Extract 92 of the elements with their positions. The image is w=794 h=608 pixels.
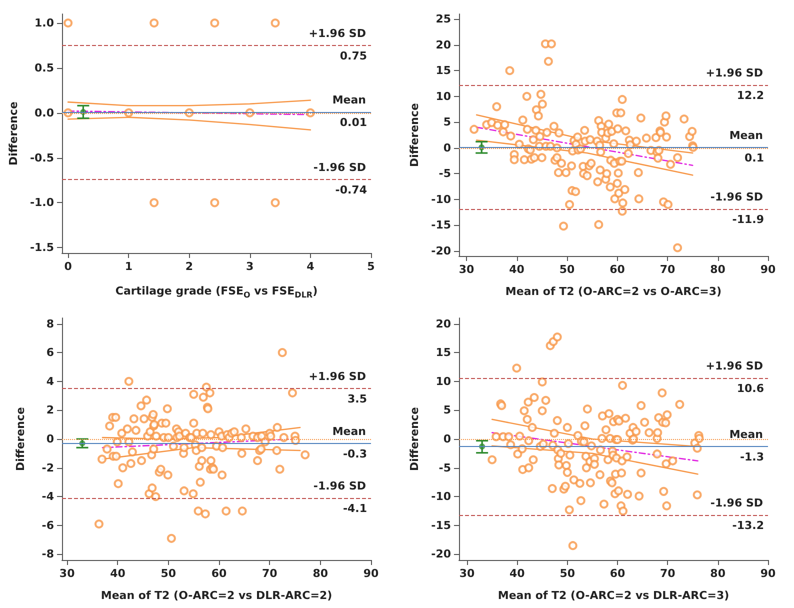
y-tick-label: -2 <box>42 461 54 474</box>
y-tick-label: 8 <box>46 317 54 330</box>
annotation: 3.5 <box>348 392 367 406</box>
ref-line-label: Mean <box>729 428 763 441</box>
x-axis-title: Mean of T2 (O-ARC=2 vs O-ARC=3) <box>505 285 722 298</box>
y-tick-label: 25 <box>436 12 451 26</box>
y-tick-label: 6 <box>46 346 54 360</box>
x-tick-label: 30 <box>458 263 475 276</box>
y-tick-label: -8 <box>42 548 54 561</box>
y-tick-label: -20 <box>431 548 452 561</box>
ref-line-label: Mean <box>729 128 763 142</box>
x-tick-label: 30 <box>459 567 476 580</box>
y-tick-label: 2 <box>46 404 54 417</box>
x-tick-label: 3 <box>246 260 254 273</box>
ref-line-label: -1.96 SD <box>313 480 366 493</box>
y-axis-title: Difference <box>408 103 422 167</box>
x-tick-label: 30 <box>59 567 76 580</box>
x-tick-label: 50 <box>559 263 576 276</box>
y-tick-label: 0 <box>443 141 452 154</box>
y-tick-label: -5 <box>438 167 451 180</box>
y-tick-label: -10 <box>431 192 452 206</box>
x-tick-label: 40 <box>510 567 526 580</box>
x-tick-label: 90 <box>363 567 379 580</box>
x-tick-label: 60 <box>610 567 626 580</box>
x-tick-label: 80 <box>710 263 726 276</box>
ref-line-label: Mean <box>332 93 366 106</box>
y-tick-label: -4 <box>42 490 54 504</box>
ref-line-label: -1.96 SD <box>710 190 763 204</box>
x-tick-label: 90 <box>760 567 776 580</box>
y-tick-label: 15 <box>436 64 451 78</box>
x-tick-label: 70 <box>660 567 676 580</box>
y-tick-label: 5 <box>443 116 451 129</box>
x-tick-label: 1 <box>124 260 132 273</box>
y-tick-label: 5 <box>443 404 451 417</box>
x-tick-label: 60 <box>211 567 228 580</box>
x-tick-label: 50 <box>560 567 576 580</box>
ref-line-label: +1.96 SD <box>706 66 763 80</box>
x-tick-label: 80 <box>710 567 726 580</box>
y-tick-label: -5 <box>438 461 451 474</box>
y-tick-label: 0.5 <box>34 61 54 74</box>
annotation: -1.3 <box>740 450 764 464</box>
x-tick-label: 70 <box>660 263 676 276</box>
y-tick-label: -15 <box>431 518 451 532</box>
y-tick-label: -20 <box>431 244 452 258</box>
y-tick-label: -1.5 <box>30 241 54 254</box>
y-tick-label: -0.5 <box>30 151 54 164</box>
x-tick-label: 4 <box>306 260 315 273</box>
y-tick-label: 1.0 <box>34 16 54 30</box>
x-tick-label: 5 <box>367 260 375 273</box>
y-tick-label: -10 <box>431 490 452 504</box>
x-tick-label: 40 <box>509 263 525 276</box>
y-tick-label: 10 <box>436 374 452 388</box>
annotation: 10.6 <box>736 382 764 395</box>
ref-line-label: -1.96 SD <box>710 496 763 510</box>
y-tick-label: 0 <box>443 432 452 446</box>
annotation: -0.74 <box>335 183 368 196</box>
annotation: 0.75 <box>340 49 367 62</box>
annotation: 0.1 <box>744 151 764 164</box>
y-axis-title: Difference <box>14 407 27 471</box>
ref-line-label: +1.96 SD <box>308 26 366 40</box>
x-tick-label: 2 <box>185 260 194 273</box>
y-tick-label: 0 <box>46 432 54 446</box>
ref-line-label: +1.96 SD <box>308 370 366 384</box>
ref-line-label: -1.96 SD <box>313 160 366 174</box>
y-tick-label: -6 <box>42 518 54 532</box>
annotation: 12.2 <box>736 89 764 102</box>
y-tick-label: 15 <box>436 346 451 360</box>
y-axis-title: Difference <box>408 407 422 471</box>
y-tick-label: -1.0 <box>30 196 54 210</box>
y-tick-label: 0.0 <box>34 106 54 120</box>
x-tick-label: 60 <box>610 263 626 276</box>
ref-line-label: +1.96 SD <box>706 359 763 372</box>
y-tick-label: -15 <box>431 218 451 232</box>
x-axis-title: Mean of T2 (O-ARC=2 vs DLR-ARC=2) <box>100 589 332 602</box>
x-tick-label: 50 <box>160 567 176 580</box>
y-tick-label: 4 <box>46 374 54 388</box>
annotation: -4.1 <box>342 502 367 516</box>
x-tick-label: 80 <box>312 567 328 580</box>
y-tick-label: 20 <box>436 317 452 330</box>
x-tick-label: 0 <box>64 260 72 273</box>
annotation: -0.3 <box>342 447 367 460</box>
x-tick-label: 70 <box>262 567 278 580</box>
x-tick-label: 90 <box>760 263 776 276</box>
annotation: -11.9 <box>732 213 764 226</box>
annotation: -13.2 <box>732 519 764 532</box>
x-axis-title: Mean of T2 (O-ARC=2 vs DLR-ARC=3) <box>498 589 730 602</box>
x-tick-label: 40 <box>110 567 126 580</box>
y-tick-label: 10 <box>436 90 452 103</box>
y-axis-title: Difference <box>7 102 20 166</box>
y-tick-label: 20 <box>436 38 452 52</box>
ref-line-label: Mean <box>332 424 366 438</box>
annotation: 0.01 <box>340 116 367 129</box>
